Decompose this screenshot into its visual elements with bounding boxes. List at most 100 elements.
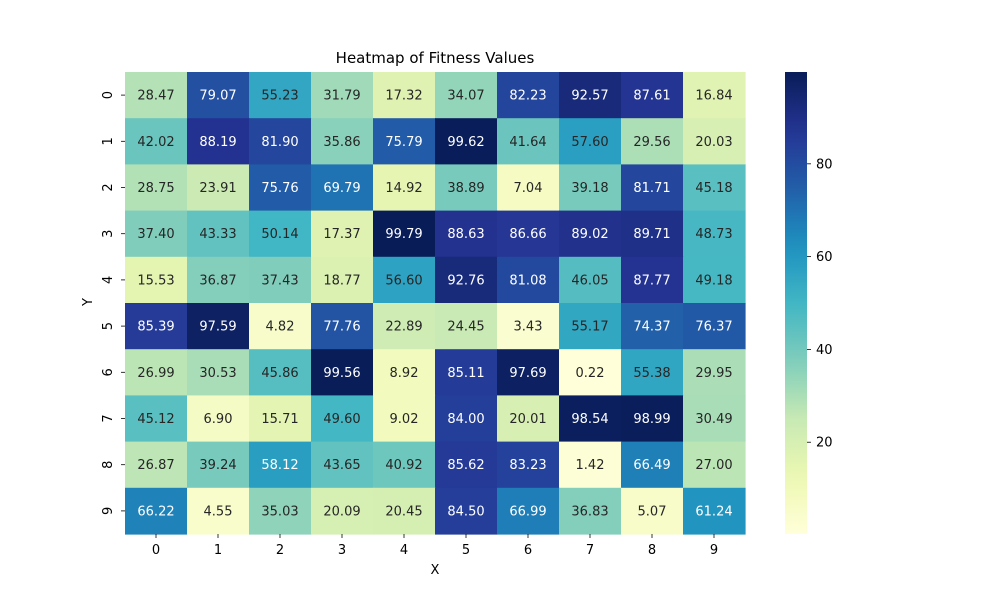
heatmap-cell-4-9: [683, 256, 746, 304]
heatmap-cell-2-9: [683, 164, 746, 212]
cell-value-label-8-9: 27.00: [695, 458, 732, 473]
y-tick-label-3: 3: [101, 230, 116, 238]
cell-value-label-5-2: 4.82: [266, 320, 295, 335]
heatmap-cell-8-8: [621, 441, 684, 489]
heatmap-cell-8-1: [187, 441, 250, 489]
heatmap-cell-7-7: [559, 395, 622, 443]
x-tick-label-8: 8: [648, 543, 656, 558]
cell-value-label-6-2: 45.86: [261, 366, 298, 381]
cell-value-label-0-4: 17.32: [385, 89, 422, 104]
cell-value-label-8-5: 85.62: [447, 458, 484, 473]
colorbar-gradient: [785, 72, 807, 534]
heatmap-cell-4-3: [311, 256, 374, 304]
heatmap-cell-5-4: [373, 303, 436, 350]
cell-value-label-6-6: 97.69: [509, 366, 546, 381]
x-axis-label: X: [431, 563, 440, 578]
cell-value-label-7-9: 30.49: [695, 412, 732, 427]
heatmap-cell-3-0: [125, 210, 188, 258]
cell-value-label-0-7: 92.57: [571, 89, 608, 104]
heatmap-cell-9-5: [435, 487, 498, 535]
heatmap-cell-6-2: [249, 349, 312, 396]
colorbar-tick-label-0: 20: [816, 436, 833, 451]
heatmap-cell-3-9: [683, 210, 746, 258]
cell-value-label-5-5: 24.45: [447, 320, 484, 335]
heatmap-cell-2-4: [373, 164, 436, 212]
heatmap-cell-5-5: [435, 303, 498, 350]
heatmap-cell-3-1: [187, 210, 250, 258]
heatmap-cell-1-9: [683, 118, 746, 165]
heatmap-cell-6-3: [311, 349, 374, 396]
heatmap-cell-2-8: [621, 164, 684, 212]
cell-value-label-3-9: 48.73: [695, 227, 732, 242]
heatmap-cell-3-5: [435, 210, 498, 258]
cell-value-label-8-1: 39.24: [199, 458, 236, 473]
heatmap-cell-8-2: [249, 441, 312, 489]
heatmap-cell-7-6: [497, 395, 560, 443]
cell-value-label-4-2: 37.43: [261, 273, 298, 288]
cell-value-label-1-8: 29.56: [633, 135, 670, 150]
heatmap-cell-1-8: [621, 118, 684, 165]
heatmap-cell-0-3: [311, 72, 374, 119]
heatmap-cell-9-8: [621, 487, 684, 535]
cell-value-label-2-5: 38.89: [447, 181, 484, 196]
cell-value-label-5-4: 22.89: [385, 320, 422, 335]
heatmap-cell-9-0: [125, 487, 188, 535]
heatmap-cell-4-2: [249, 256, 312, 304]
heatmap-cell-3-4: [373, 210, 436, 258]
heatmap-cell-4-0: [125, 256, 188, 304]
cell-value-label-7-3: 49.60: [323, 412, 360, 427]
cell-value-label-6-4: 8.92: [390, 366, 419, 381]
cell-value-label-4-5: 92.76: [447, 273, 484, 288]
cell-value-label-3-2: 50.14: [261, 227, 298, 242]
heatmap-cell-6-0: [125, 349, 188, 396]
heatmap-cell-1-1: [187, 118, 250, 165]
x-tick-label-0: 0: [152, 543, 160, 558]
cell-value-label-7-1: 6.90: [204, 412, 233, 427]
x-tick-label-6: 6: [524, 543, 532, 558]
y-axis: 0 1 2 3 4 5 6 7 8 9: [101, 91, 125, 515]
heatmap-cell-1-3: [311, 118, 374, 165]
heatmap-cell-0-7: [559, 72, 622, 119]
cell-value-label-1-4: 75.79: [385, 135, 422, 150]
heatmap-cell-0-1: [187, 72, 250, 119]
heatmap-cell-7-1: [187, 395, 250, 443]
heatmap-cell-0-2: [249, 72, 312, 119]
cell-value-label-4-1: 36.87: [199, 273, 236, 288]
heatmap-cell-7-4: [373, 395, 436, 443]
heatmap-cell-0-4: [373, 72, 436, 119]
heatmap-cell-6-5: [435, 349, 498, 396]
cell-value-label-8-4: 40.92: [385, 458, 422, 473]
x-tick-label-7: 7: [586, 543, 594, 558]
cell-value-label-9-5: 84.50: [447, 504, 484, 519]
cell-value-label-3-7: 89.02: [571, 227, 608, 242]
heatmap-cell-3-2: [249, 210, 312, 258]
cell-value-label-2-6: 7.04: [514, 181, 543, 196]
heatmap-cell-8-3: [311, 441, 374, 489]
heatmap-cell-1-6: [497, 118, 560, 165]
heatmap-cell-2-6: [497, 164, 560, 212]
x-tick-label-3: 3: [338, 543, 346, 558]
colorbar-tick-label-3: 80: [816, 157, 833, 172]
cell-value-label-4-0: 15.53: [137, 273, 174, 288]
cell-value-label-5-9: 76.37: [695, 320, 732, 335]
heatmap-cell-7-3: [311, 395, 374, 443]
heatmap-cells: 28.47 79.07 55.23 31.79 17.32 34.07 82.23 92.57…: [125, 72, 746, 535]
y-tick-label-4: 4: [101, 276, 116, 284]
cell-value-label-8-2: 58.12: [261, 458, 298, 473]
heatmap-cell-8-0: [125, 441, 188, 489]
cell-value-label-2-7: 39.18: [571, 181, 608, 196]
cell-value-label-6-3: 99.56: [323, 366, 360, 381]
cell-value-label-9-8: 5.07: [638, 504, 667, 519]
cell-value-label-5-3: 77.76: [323, 320, 360, 335]
x-tick-label-4: 4: [400, 543, 408, 558]
cell-value-label-2-0: 28.75: [137, 181, 174, 196]
heatmap-cell-2-5: [435, 164, 498, 212]
cell-value-label-3-8: 89.71: [633, 227, 670, 242]
heatmap-cell-9-7: [559, 487, 622, 535]
heatmap-cell-3-7: [559, 210, 622, 258]
heatmap-cell-5-6: [497, 303, 560, 350]
cell-value-label-9-1: 4.55: [204, 504, 233, 519]
heatmap-cell-5-7: [559, 303, 622, 350]
colorbar-tick-label-1: 40: [816, 343, 833, 358]
cell-value-label-7-5: 84.00: [447, 412, 484, 427]
